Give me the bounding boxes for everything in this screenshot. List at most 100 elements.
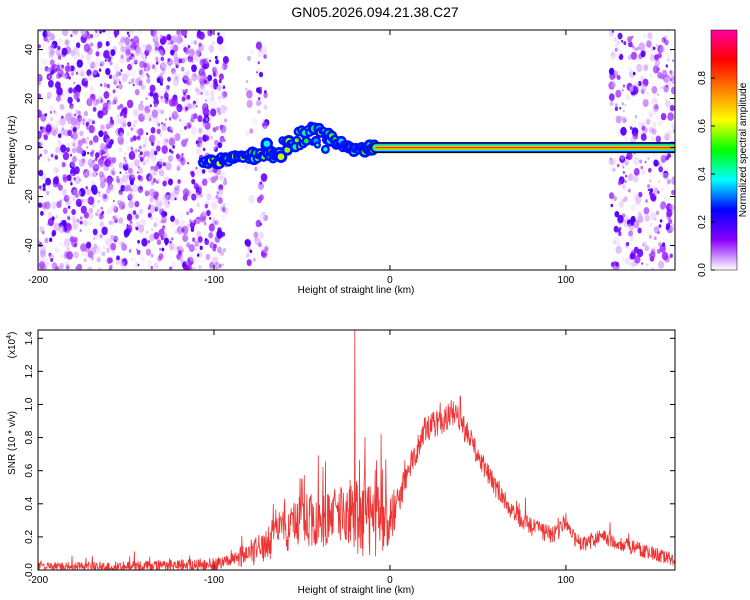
spectrogram-noise-cell [133, 124, 136, 128]
spectrogram-noise-cell [131, 184, 138, 193]
spectrogram-noise-cell [143, 151, 148, 157]
spectrogram-noise-cell [111, 203, 117, 212]
spectrogram-noise-cell [648, 112, 653, 118]
spectrogram-noise-cell [163, 86, 170, 95]
spectrogram-noise-cell [109, 122, 114, 129]
spectrogram-noise-cell [105, 41, 110, 47]
spectrogram-noise-cell [174, 230, 177, 235]
spectrogram-noise-cell [209, 82, 215, 90]
spectrogram-noise-cell [182, 94, 185, 97]
spectrogram-noise-cell [616, 163, 620, 168]
spectrogram-noise-cell [167, 201, 170, 205]
spectrogram-noise-cell [175, 153, 180, 160]
spectrogram-noise-cell [669, 104, 675, 112]
spectrogram-noise-cell [153, 30, 158, 35]
spectrogram-noise-cell [245, 129, 250, 137]
spectrogram-noise-cell [656, 93, 659, 96]
spectrogram-noise-cell [189, 208, 194, 214]
spectrogram-noise-cell [168, 117, 172, 121]
spectrogram-noise-cell [662, 69, 668, 77]
spectrogram-noise-cell [634, 115, 638, 119]
spectrogram-noise-cell [72, 220, 79, 229]
spectrogram-noise-cell [670, 249, 673, 252]
spectrogram-noise-cell [127, 121, 132, 127]
spectrogram-noise-cell [249, 249, 253, 254]
spectrogram-noise-cell [665, 64, 669, 68]
spectrogram-noise-cell [633, 156, 640, 166]
spectrogram-noise-cell [208, 176, 212, 182]
spectrogram-noise-cell [208, 93, 215, 102]
spectrogram-noise-cell [168, 178, 173, 186]
spectrogram-noise-cell [197, 236, 203, 243]
spectrogram-noise-cell [671, 122, 675, 130]
spectrogram-noise-cell [137, 174, 142, 181]
spectrogram-noise-cell [657, 44, 664, 54]
snr-x-tick-label: 100 [558, 575, 575, 586]
spectrogram-noise-cell [665, 156, 669, 161]
snr-y-tick-label: 0.0 [24, 563, 35, 577]
spectrogram-noise-cell [100, 181, 106, 189]
spectrogram-noise-cell [187, 45, 191, 49]
spectrogram-noise-cell [637, 121, 643, 128]
spectrogram-noise-cell [624, 159, 629, 166]
spectrogram-noise-cell [169, 126, 173, 130]
spectrogram-noise-cell [214, 139, 219, 146]
spectrogram-noise-cell [608, 93, 615, 101]
spectrogram-noise-cell [167, 58, 171, 62]
spectrogram-noise-cell [126, 31, 130, 35]
spectrogram-noise-cell [200, 212, 207, 221]
spectrogram-noise-cell [146, 132, 149, 136]
spectrogram-noise-cell [259, 214, 265, 222]
spectrogram-noise-cell [191, 237, 196, 243]
spectrogram-noise-cell [617, 214, 624, 224]
spectrogram-noise-cell [149, 204, 156, 214]
spectrogram-noise-cell [134, 89, 140, 96]
spectrogram-noise-cell [644, 160, 647, 164]
spectrogram-noise-cell [92, 237, 96, 241]
spectrogram-noise-cell [161, 145, 168, 154]
spectrogram-noise-cell [662, 242, 666, 247]
spectrogram-noise-cell [174, 117, 178, 122]
spectrogram-noise-cell [128, 200, 135, 209]
spectrogram-noise-cell [116, 114, 119, 118]
spectrogram-noise-cell [71, 216, 77, 223]
spectrogram-noise-cell [99, 149, 104, 156]
spectrogram-noise-cell [649, 222, 653, 227]
spectrogram-noise-cell [160, 95, 163, 100]
spectrogram-noise-cell [636, 46, 640, 51]
spectrogram-noise-cell [64, 194, 69, 201]
spectrogram-noise-cell [667, 53, 671, 59]
spectrogram-noise-cell [67, 205, 71, 209]
spectrogram-noise-cell [652, 121, 657, 128]
spectrogram-noise-cell [38, 169, 44, 177]
spectrogram-noise-cell [215, 126, 219, 131]
spectrogram-noise-cell [646, 91, 650, 96]
spectrogram-noise-cell [263, 211, 266, 215]
spectrogram-noise-cell [64, 65, 70, 73]
spectrogram-noise-cell [89, 213, 94, 219]
spectrogram-noise-cell [672, 129, 675, 134]
spectrogram-noise-cell [89, 93, 96, 102]
spectrogram-noise-cell [82, 122, 85, 125]
spectrogram-noise-cell [217, 32, 220, 36]
spectrogram-noise-cell [177, 179, 181, 184]
spectrogram-noise-cell [218, 44, 224, 52]
spectrogram-noise-cell [186, 211, 190, 216]
spectrogram-noise-cell [137, 146, 141, 151]
spectrogram-noise-cell [180, 219, 186, 227]
spectrogram-noise-cell [189, 53, 193, 58]
spectrogram-noise-cell [104, 59, 107, 62]
spectrogram-noise-cell [87, 194, 90, 198]
spectrogram-noise-cell [113, 206, 119, 213]
spectrogram-noise-cell [128, 174, 136, 183]
spectrogram-noise-cell [103, 178, 108, 183]
spectrogram-noise-cell [125, 45, 132, 53]
spectrogram-noise-cell [134, 159, 140, 167]
spectrogram-noise-cell [123, 113, 127, 119]
spectrogram-noise-cell [174, 73, 181, 82]
spectrogram-noise-cell [61, 47, 68, 56]
spectrogram-noise-cell [181, 139, 187, 148]
spectrogram-noise-cell [153, 232, 160, 240]
spectrogram-noise-cell [124, 233, 128, 238]
spectrogram-noise-cell [199, 193, 203, 198]
